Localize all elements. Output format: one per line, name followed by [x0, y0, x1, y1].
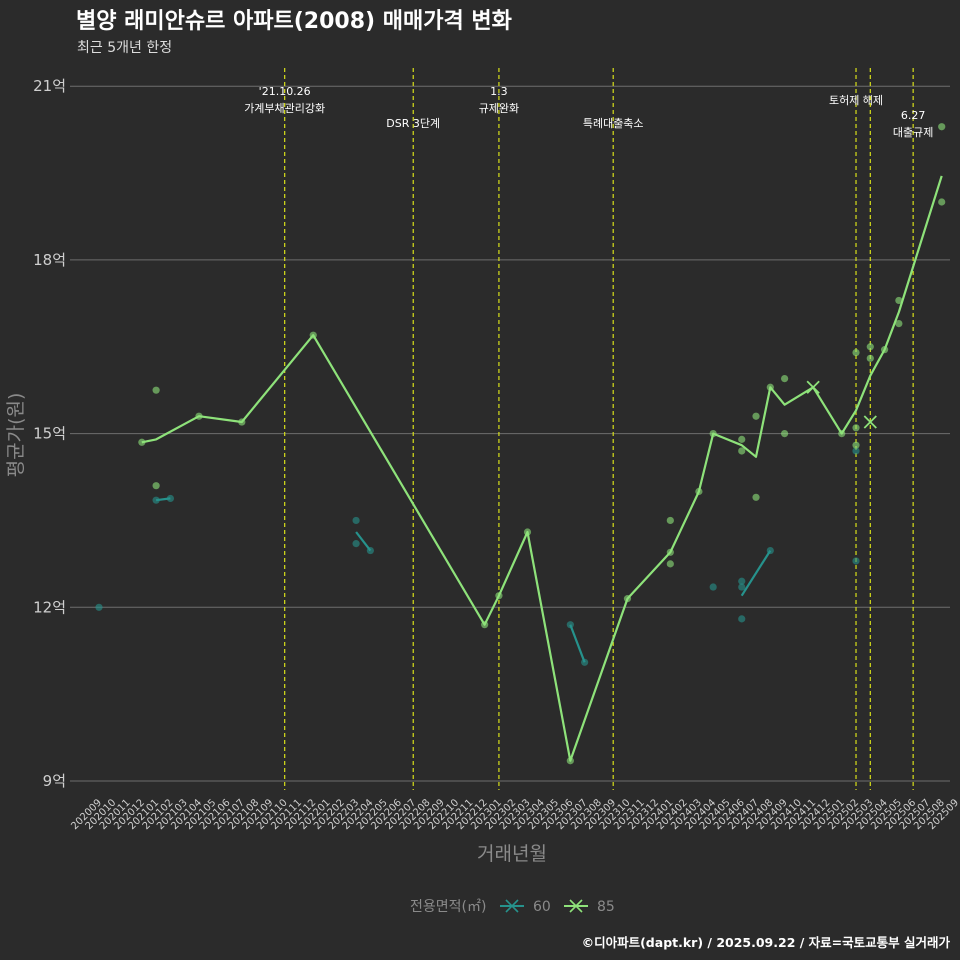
- legend-label-60: 60: [533, 899, 551, 915]
- y-tick-label: 12억: [33, 598, 66, 616]
- data-point: [852, 441, 860, 449]
- event-label: '21.10.26: [259, 85, 311, 98]
- data-point: [852, 348, 860, 357]
- legend-item-85: 85: [564, 899, 615, 915]
- data-point: [738, 447, 746, 455]
- data-point: [738, 435, 746, 443]
- data-point: [738, 615, 746, 623]
- data-point: [852, 557, 860, 565]
- event-label: DSR 3단계: [386, 117, 440, 130]
- data-point: [738, 583, 746, 591]
- legend-title: 전용면적(㎡): [410, 899, 486, 915]
- legend-key-cross-85: [569, 899, 583, 913]
- y-tick-label: 18억: [33, 251, 66, 269]
- data-point: [752, 412, 760, 420]
- y-tick-label: 15억: [33, 425, 66, 443]
- data-point: [752, 493, 760, 501]
- series-line: [141, 175, 943, 762]
- data-point: [938, 123, 946, 131]
- data-point: [352, 516, 360, 525]
- series-60: [95, 447, 860, 666]
- legend-item-60: 60: [500, 899, 551, 915]
- data-series: [95, 123, 946, 765]
- x-axis-ticks: 2020092020102020112020122021012021022021…: [69, 797, 960, 832]
- chart-title: 별양 래미안슈르 아파트(2008) 매매가격 변화: [76, 9, 512, 34]
- data-point: [938, 198, 946, 206]
- x-axis-title: 거래년월: [477, 843, 547, 865]
- series-85: [138, 123, 946, 765]
- data-point: [709, 583, 717, 591]
- data-point: [666, 516, 674, 525]
- y-axis-title: 평균가(원): [5, 393, 27, 478]
- event-label: 6.27: [901, 109, 926, 122]
- data-point: [152, 386, 160, 394]
- data-point: [738, 577, 746, 585]
- chart-subtitle: 최근 5개년 한정: [77, 40, 172, 56]
- y-tick-label: 21억: [33, 77, 66, 95]
- legend-label-85: 85: [597, 899, 615, 915]
- data-point: [852, 447, 860, 455]
- data-point: [95, 603, 103, 611]
- data-point: [852, 424, 860, 432]
- series-line: [569, 624, 586, 663]
- event-label: 특례대출축소: [583, 117, 644, 130]
- event-label: 대출규제: [893, 126, 933, 139]
- event-label: 토허제 해제: [829, 93, 883, 107]
- event-label: 1.3: [490, 85, 508, 98]
- data-point: [166, 494, 175, 503]
- legend: 전용면적(㎡) 60 85: [410, 899, 615, 915]
- data-point: [666, 560, 674, 568]
- series-line: [155, 497, 171, 502]
- cross-marker: [863, 415, 877, 429]
- y-tick-label: 9억: [43, 772, 66, 790]
- data-point: [352, 540, 360, 548]
- data-point: [866, 343, 874, 351]
- series-line: [740, 550, 772, 597]
- data-point: [780, 430, 789, 438]
- grid-lines: [70, 85, 950, 782]
- data-point: [895, 296, 903, 305]
- series-line: [355, 531, 372, 552]
- data-point: [866, 354, 874, 362]
- data-point: [895, 319, 903, 328]
- event-label: 가계부채관리강화: [244, 102, 325, 115]
- cross-marker: [806, 380, 820, 394]
- data-point: [152, 482, 160, 490]
- legend-key-cross-60: [505, 899, 519, 913]
- y-axis-ticks: 9억 12억 15억 18억 21억: [33, 77, 66, 790]
- event-label: 규제완화: [479, 102, 519, 115]
- data-point: [780, 374, 789, 383]
- caption: ©디아파트(dapt.kr) / 2025.09.22 / 자료=국토교통부 실…: [582, 935, 951, 950]
